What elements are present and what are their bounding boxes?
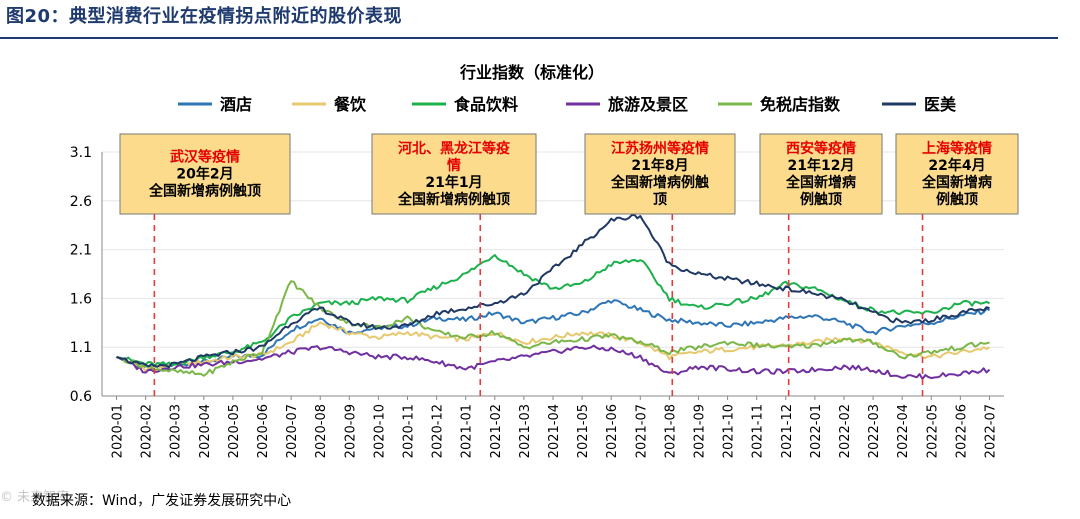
y-tick-label: 2.1 [70,243,92,259]
x-axis: 2020-01 2020-02 2020-03 2020-04 2020-05 2020-… [102,395,1004,458]
annotation-text: 全国新增病例触顶 [148,183,261,200]
legend-label: 免税店指数 [760,95,841,114]
x-tick-label: 2020-09 [343,404,358,458]
annotation-text: 上海等疫情 [922,140,992,157]
x-tick-label: 2022-01 [809,404,824,458]
annotation-text: 全国新增病例触 [610,174,709,191]
x-tick-label: 2021-07 [634,404,649,458]
annotation-box [895,133,1019,215]
annotation-text: 21年1月 [425,174,482,191]
watermark: © 未来智库 [0,490,70,505]
x-tick-label: 2020-01 [111,404,126,458]
annotation-text: 例触顶 [800,191,842,208]
annotation-text: 西安等疫情 [786,140,856,157]
annotation-text: 21年8月 [631,157,688,174]
annotation-text: 20年2月 [176,166,233,183]
y-tick-label: 0.6 [70,389,92,405]
x-tick-label: 2022-05 [925,404,940,458]
annotation-text: 全国新增病 [785,174,856,191]
y-tick-label: 1.1 [70,340,92,356]
series-line-2 [116,254,990,367]
annotations: 武汉等疫情20年2月全国新增病例触顶河北、黑龙江等疫情21年1月全国新增病例触顶… [119,133,1019,396]
annotation-text: 22年4月 [928,157,985,174]
x-tick-label: 2021-12 [780,404,795,458]
x-tick-label: 2020-06 [256,404,271,458]
annotation-text: 21年12月 [788,157,855,174]
source-note: 数据来源：Wind，广发证券发展研究中心 [32,493,292,509]
x-tick-label: 2020-11 [402,404,417,458]
annotation-text: 全国新增病 [921,174,992,191]
x-tick-label: 2020-05 [227,404,242,458]
x-tick-label: 2021-04 [547,404,562,458]
x-tick-label: 2022-02 [838,404,853,458]
series-line-5 [116,213,990,369]
annotation-text: 河北、黑龙江等疫 [398,140,510,157]
x-tick-label: 2020-12 [431,404,446,458]
x-tick-label: 2021-03 [518,404,533,458]
x-tick-label: 2022-06 [954,404,969,458]
legend-label: 食品饮料 [453,95,518,114]
legend: 酒店 餐饮 食品饮料 旅游及景区 免税店指数 医美 [178,95,957,114]
x-tick-label: 2021-02 [489,404,504,458]
legend-label: 旅游及景区 [608,95,688,114]
annotation-text: 情 [447,157,461,174]
annotation-text: 全国新增病例触顶 [397,191,510,208]
y-tick-label: 2.6 [70,194,92,210]
x-tick-label: 2021-08 [663,404,678,458]
series-line-1 [116,321,991,372]
y-tick-label: 1.6 [70,291,92,307]
annotation-text: 江苏扬州等疫情 [611,140,709,157]
legend-label: 餐饮 [333,95,367,114]
legend-label: 酒店 [220,95,252,114]
annotation-text: 例触顶 [936,191,978,208]
x-tick-label: 2021-06 [605,404,620,458]
x-tick-label: 2020-04 [198,404,213,458]
x-tick-label: 2020-08 [314,404,329,458]
annotation-text: 顶 [653,192,667,208]
x-tick-label: 2021-10 [722,404,737,458]
annotation-box [759,133,883,215]
y-axis: 3.1 2.6 2.1 1.6 1.1 0.6 [70,145,103,405]
y-tick-label: 3.1 [70,145,92,161]
chart-title: 行业指数（标准化） [459,63,604,82]
x-tick-label: 2022-03 [867,404,882,458]
annotation-box [584,133,736,215]
figure-title: 图20：典型消费行业在疫情拐点附近的股价表现 [6,6,403,27]
x-tick-label: 2022-04 [896,404,911,458]
x-tick-label: 2020-03 [169,404,184,458]
x-tick-label: 2020-07 [285,404,300,458]
legend-label: 医美 [924,95,957,114]
x-tick-label: 2022-07 [983,404,998,458]
series-lines [116,213,991,380]
annotation-box [119,133,291,215]
x-tick-label: 2021-11 [751,404,766,458]
x-tick-label: 2020-10 [372,404,387,458]
x-tick-label: 2021-05 [576,404,591,458]
title-rule [0,37,1058,39]
x-tick-label: 2020-02 [140,404,155,458]
series-line-4 [116,280,990,377]
series-line-0 [116,299,990,371]
annotation-text: 武汉等疫情 [170,149,240,166]
x-tick-label: 2021-09 [692,404,707,458]
series-line-3 [116,344,991,380]
x-tick-label: 2021-01 [460,404,475,458]
annotation-box [371,133,537,215]
